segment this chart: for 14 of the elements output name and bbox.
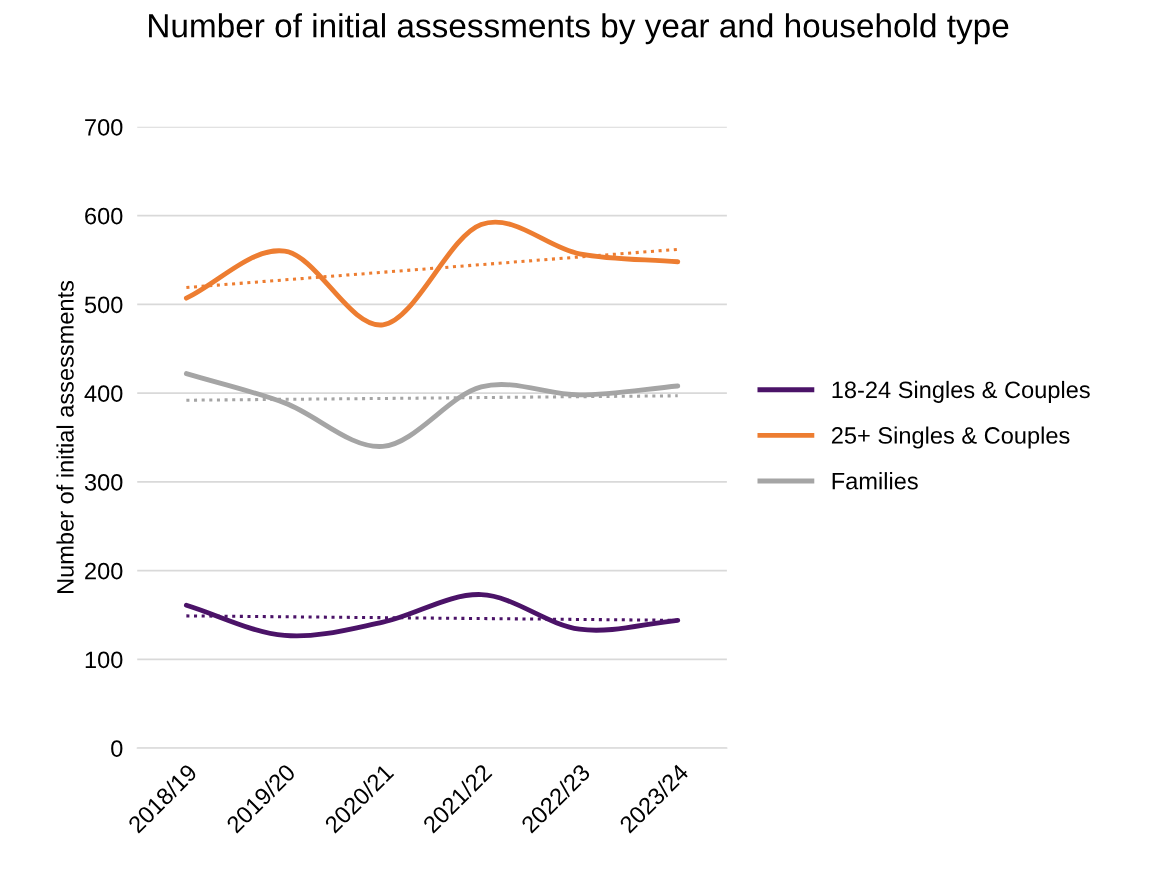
y-tick-label: 200 (85, 562, 123, 580)
y-axis-title: Number of initial assessments (56, 280, 74, 594)
legend-label: 25+ Singles & Couples (831, 426, 1070, 449)
line-series (183, 371, 681, 449)
y-tick-label: 600 (85, 207, 123, 225)
y-tick-label: 300 (84, 473, 123, 491)
y-tick-label: 500 (84, 296, 123, 314)
y-tick-label: 400 (84, 385, 123, 402)
y-tick-label: 0 (111, 740, 123, 757)
y-tick-label: 700 (85, 118, 123, 136)
y-tick-label: 100 (85, 651, 123, 669)
legend-label: 18-24 Singles & Couples (832, 380, 1090, 403)
chart-title: Number of initial assessments by year and household type (149, 13, 1009, 45)
legend-label: Families (832, 472, 918, 490)
